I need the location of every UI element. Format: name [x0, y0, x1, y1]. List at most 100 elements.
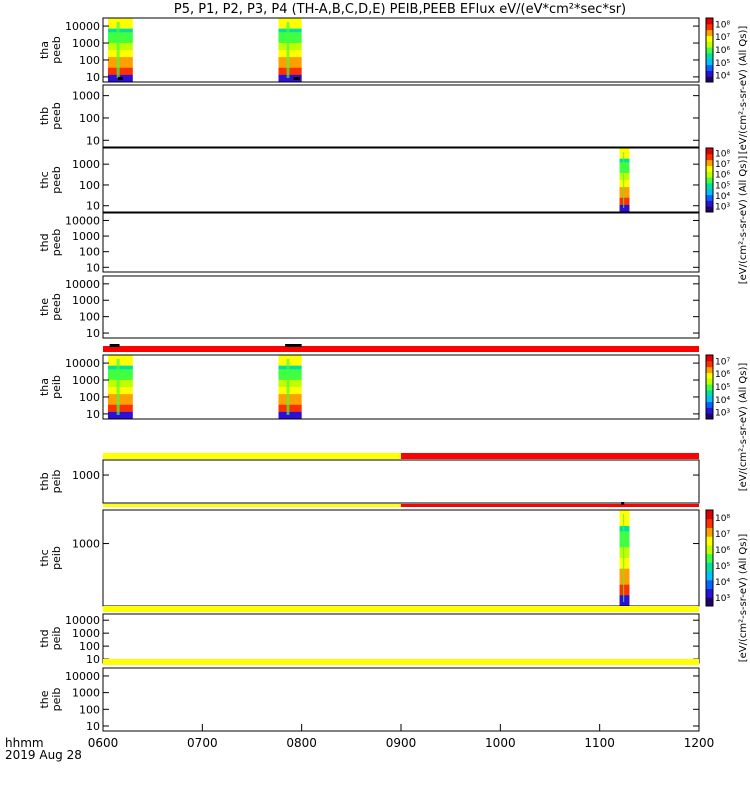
y-tick-label: 1000 [72, 37, 100, 50]
colorbar-segment [706, 527, 713, 537]
spectrogram-cell [278, 42, 302, 47]
time-axis: hhmm 2019 Aug 28 0600 0700 0800 0900 1000 110… [5, 724, 714, 762]
colorbar-segment [706, 23, 713, 31]
panel-ylabel: thd [38, 233, 51, 251]
spectrogram-cell [278, 411, 302, 416]
colorbar-tick-label: 10⁵ [715, 383, 730, 393]
colorbar-tick-label: 10⁶ [715, 171, 730, 181]
spectrogram-streak [116, 359, 120, 415]
spectrogram-cell [278, 415, 302, 420]
spectrogram-cell [278, 387, 302, 392]
spectrogram-cell [619, 526, 630, 532]
y-tick-label: 1000 [72, 294, 100, 307]
colorbar-segment [706, 579, 713, 590]
spectrogram-cell [278, 379, 302, 384]
colorbar-frame [705, 354, 714, 420]
panel-the-peib: 10 100 1000 10000 the peib [38, 659, 700, 733]
mode-bar-segment [103, 504, 401, 507]
colorbar-tick-label: 10⁶ [715, 546, 730, 556]
spectrogram-cell [619, 542, 630, 548]
spectrogram-cell [278, 78, 302, 83]
colorbar-segment [706, 29, 713, 36]
mode-bar-segment [103, 453, 401, 459]
y-tick-label: 10000 [65, 278, 100, 291]
spectrogram-cell [278, 383, 302, 388]
colorbar-tick-label: 10³ [715, 409, 730, 419]
spectrogram-cell [107, 71, 133, 76]
colorbar-segment [706, 360, 713, 368]
colorbar-segment [706, 597, 713, 607]
spectrogram-cell [619, 574, 630, 580]
spectrogram-cell [278, 53, 302, 58]
colorbar-units-label: [eV/(cm²-s-sr-eV) (All Qs)] [738, 156, 749, 285]
mode-bar-segment [401, 453, 699, 459]
spectrogram-cell [278, 67, 302, 72]
y-tick-label: 100 [79, 311, 100, 324]
spectrogram-cell [107, 57, 133, 62]
colorbar-segment [706, 188, 713, 196]
spectrogram-block [619, 148, 630, 213]
y-tick-label: 10000 [65, 214, 100, 227]
colorbar-segment [706, 389, 713, 397]
colorbar-segment [706, 588, 713, 598]
colorbar-tick-label: 10⁸ [715, 149, 730, 159]
y-tick-label: 10 [86, 408, 100, 421]
panel-thc-peeb: 10 100 1000 thc peeb [38, 147, 700, 213]
spectrogram-cell [107, 390, 133, 395]
panel-ylabel: tha [38, 41, 51, 59]
colorbar-tick-label: 10⁴ [715, 578, 730, 588]
spectrogram-cell [107, 358, 133, 363]
spectrogram-cell [619, 520, 630, 527]
y-tick-label: 10 [86, 134, 100, 147]
spectrogram-block [107, 355, 133, 420]
spectrogram-cell [107, 25, 133, 30]
colorbar-segment [706, 544, 713, 555]
panel-thc-peib: 1000 thc peib [38, 502, 700, 607]
panel-frame [102, 667, 700, 732]
colorbar-segment [706, 395, 713, 403]
colorbar-segment [706, 177, 713, 184]
spectrogram-cell [619, 547, 630, 554]
spectrogram-cell [619, 176, 630, 181]
panel-ylabel: peeb [50, 229, 63, 257]
y-tick-label: 100 [79, 391, 100, 404]
figure-title: P5, P1, P2, P3, P4 (TH-A,B,C,D,E) PEIB,P… [174, 2, 626, 17]
panel-ylabel: peeb [50, 36, 63, 64]
spectrogram-cell [107, 372, 133, 377]
y-tick-label: 100 [79, 179, 100, 192]
spectrogram-cell [278, 376, 302, 381]
colorbar-segment [706, 18, 713, 25]
spectrogram-cell [107, 28, 133, 33]
panel-frame [102, 459, 700, 504]
spectrogram-cell [107, 379, 133, 384]
spectrogram-cell [619, 162, 630, 167]
spectrogram-cell [278, 390, 302, 395]
spectrogram-cell [107, 387, 133, 392]
colorbar-tick-label: 10³ [715, 203, 730, 213]
spectrogram-cell [107, 365, 133, 370]
colorbar-segment [706, 58, 713, 66]
y-tick-label: 100 [79, 112, 100, 125]
panel-ylabel: thb [38, 107, 51, 125]
panel-frame [102, 17, 700, 83]
colorbar-frame [705, 509, 714, 607]
spectrogram-cell [107, 355, 133, 360]
spectrogram-cell [619, 536, 630, 543]
spectrogram-cell [107, 408, 133, 413]
spectrogram-block [107, 18, 133, 83]
spectrogram-cell [278, 28, 302, 33]
colorbar-segment [706, 200, 713, 207]
spectrogram-cell [278, 404, 302, 409]
y-tick-label: 10 [86, 653, 100, 666]
spectrogram-cell [107, 64, 133, 69]
colorbar-tick-label: 10⁷ [715, 160, 730, 170]
spectrogram-cell [278, 74, 302, 79]
y-tick-label: 10000 [65, 20, 100, 33]
spectrogram-streak [116, 22, 120, 78]
spectrogram-cell [619, 197, 630, 202]
colorbar-tick-label: 10⁷ [715, 357, 730, 367]
colorbar-segment [706, 64, 713, 71]
spectrogram-cell [619, 169, 630, 174]
panel-ylabel: thc [38, 171, 51, 188]
